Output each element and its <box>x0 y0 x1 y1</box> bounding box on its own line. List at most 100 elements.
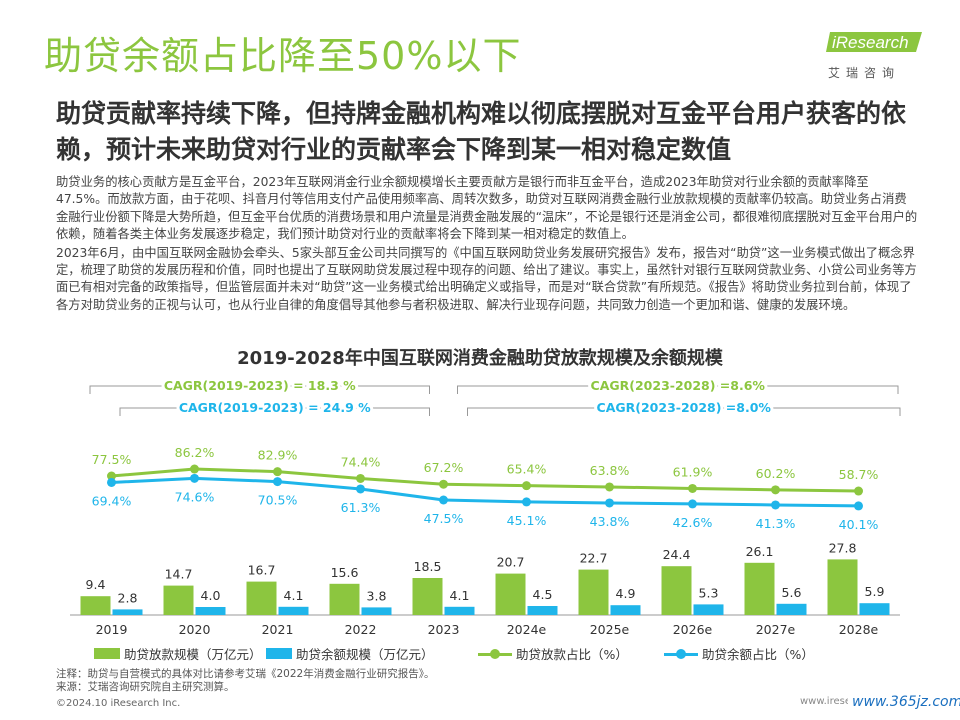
bar-label-blue: 5.3 <box>699 585 719 600</box>
blue-line-point <box>190 473 199 483</box>
cagr-bracket-bottom-left <box>119 407 430 416</box>
bar-label-green: 18.5 <box>414 559 442 574</box>
cagr-label-2019-2023-blue: CAGR(2019-2023) = 24.9 % <box>179 400 371 415</box>
bar-label-green: 9.4 <box>86 577 106 592</box>
bar-label-green: 14.7 <box>165 567 193 582</box>
blue-line-point <box>771 500 780 510</box>
green-line-point <box>854 486 863 496</box>
line-label-blue: 45.1% <box>507 513 547 528</box>
bar-green <box>495 573 526 615</box>
x-tick-label: 2021 <box>262 622 294 637</box>
chart-legend: 助贷放款规模（万亿元） 助贷余额规模（万亿元） 助贷放款占比（%） 助贷余额占比… <box>94 644 914 662</box>
bar-green <box>744 562 775 615</box>
line-label-green: 58.7% <box>839 467 879 482</box>
page-subtitle: 助贷贡献率持续下降，但持牌金融机构难以彻底摆脱对互金平台用户获客的依赖，预计未来… <box>56 99 907 164</box>
green-line-point <box>107 471 116 481</box>
green-line-point <box>190 464 199 474</box>
blue-line-point <box>688 499 697 509</box>
line-label-green: 63.8% <box>590 463 630 478</box>
legend-label-blue-line: 助贷余额占比（%） <box>702 647 814 662</box>
blue-line-point <box>273 477 282 487</box>
body-paragraph-2: 2023年6月，由中国互联网金融协会牵头、5家头部互金公司共同撰写的《中国互联网… <box>56 245 917 312</box>
logo-text: iResearch <box>832 33 909 52</box>
bar-green <box>163 585 194 615</box>
x-tick-label: 2027e <box>756 622 796 637</box>
bar-green <box>827 559 858 615</box>
green-line <box>111 467 859 493</box>
bar-blue <box>112 609 143 615</box>
line-label-blue: 40.1% <box>839 517 879 532</box>
green-line-point <box>522 481 531 491</box>
bar-label-blue: 4.5 <box>533 587 553 602</box>
line-label-green: 77.5% <box>92 452 132 467</box>
bar-blue <box>859 603 890 615</box>
line-label-green: 82.9% <box>258 448 298 463</box>
line-label-blue: 47.5% <box>424 511 464 526</box>
legend-swatch-green-bar <box>94 648 120 659</box>
cagr-label-2023-2028-blue: CAGR(2023-2028) =8.0% <box>597 400 772 415</box>
x-tick-label: 2025e <box>590 622 630 637</box>
legend-item-blue-line: 助贷余额占比（%） <box>664 644 814 663</box>
bar-label-blue: 4.1 <box>284 588 304 603</box>
cagr-bracket-top-left <box>89 385 430 394</box>
bar-blue <box>693 604 724 615</box>
bar-green <box>80 596 111 615</box>
chart-title: 2019-2028年中国互联网消费金融助贷放款规模及余额规模 <box>237 348 723 369</box>
blue-line-point <box>107 477 116 487</box>
bar-label-blue: 2.8 <box>118 590 138 605</box>
bar-green <box>329 583 360 615</box>
legend-item-green-line: 助贷放款占比（%） <box>478 644 628 663</box>
x-tick-label: 2026e <box>673 622 713 637</box>
bar-blue <box>610 605 641 615</box>
line-label-blue: 41.3% <box>756 516 796 531</box>
line-label-blue: 61.3% <box>341 500 381 515</box>
green-line-point <box>605 482 614 492</box>
green-line-point <box>771 485 780 495</box>
x-tick-label: 2022 <box>345 622 377 637</box>
cagr-label-2023-2028-green: CAGR(2023-2028) =8.6% <box>591 378 766 393</box>
bar-label-green: 24.4 <box>663 547 691 562</box>
green-line-point <box>273 467 282 477</box>
x-tick-label: 2024e <box>507 622 547 637</box>
bar-label-green: 26.1 <box>746 544 774 559</box>
bar-label-green: 20.7 <box>497 555 525 570</box>
page-title: 助贷余额占比降至50%以下 <box>44 34 522 78</box>
green-line-point <box>356 473 365 483</box>
x-tick-label: 2020 <box>179 622 211 637</box>
source-text: 来源：艾瑞咨询研究院自主研究测算。 <box>56 681 235 693</box>
cagr-bracket-top-right <box>457 385 899 394</box>
line-label-blue: 74.6% <box>175 489 215 504</box>
blue-line-point <box>356 484 365 494</box>
blue-line <box>111 476 859 508</box>
chart-notes: 注释：助贷与自营模式的具体对比请参考艾瑞《2022年消费金融行业研究报告》。 来… <box>56 668 434 694</box>
bar-blue <box>195 607 226 615</box>
line-label-blue: 42.6% <box>673 515 713 530</box>
x-tick-label: 2023 <box>428 622 460 637</box>
copyright: ©2024.10 iResearch Inc. <box>56 698 181 709</box>
bar-label-green: 27.8 <box>829 540 857 555</box>
bar-green <box>412 578 443 615</box>
legend-label-blue-bar: 助贷余额规模（万亿元） <box>296 647 434 662</box>
blue-line-point <box>522 497 531 507</box>
bar-blue <box>361 607 392 615</box>
bar-label-green: 22.7 <box>580 551 608 566</box>
bar-label-green: 16.7 <box>248 563 276 578</box>
x-tick-label: 2019 <box>96 622 128 637</box>
bar-label-blue: 5.6 <box>782 585 802 600</box>
legend-swatch-green-line <box>478 648 512 660</box>
line-label-blue: 70.5% <box>258 493 298 508</box>
bar-label-blue: 4.0 <box>201 588 221 603</box>
green-line-point <box>439 479 448 489</box>
blue-line-point <box>605 498 614 508</box>
bar-green <box>578 569 609 615</box>
line-label-green: 67.2% <box>424 460 464 475</box>
bar-label-blue: 4.1 <box>450 588 470 603</box>
line-label-green: 65.4% <box>507 462 547 477</box>
combo-chart: 9.4 2.8 2019 14.7 4.0 2020 16.7 4.1 2021 15.6 3.8 2… <box>70 375 901 637</box>
legend-swatch-blue-bar <box>266 648 292 659</box>
legend-label-green-line: 助贷放款占比（%） <box>516 647 628 662</box>
bar-blue <box>527 606 558 615</box>
legend-item-blue-bar: 助贷余额规模（万亿元） <box>266 644 434 663</box>
blue-line-point <box>854 501 863 511</box>
line-label-green: 60.2% <box>756 466 796 481</box>
